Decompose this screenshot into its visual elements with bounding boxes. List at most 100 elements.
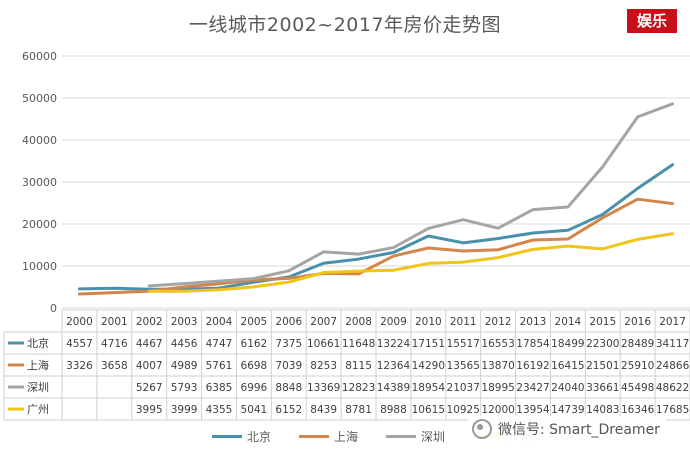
data-label: 15517 <box>447 338 480 350</box>
x-tick-label: 2016 <box>624 316 651 328</box>
data-label: 10925 <box>447 404 480 416</box>
x-tick-label: 2000 <box>66 316 93 328</box>
legend-item: 上海 <box>299 428 358 445</box>
data-label: 17854 <box>516 338 550 350</box>
entertainment-badge: 娱乐 <box>627 9 677 33</box>
x-tick-label: 2017 <box>659 316 686 328</box>
data-label: 33661 <box>586 382 619 394</box>
x-tick-label: 2006 <box>275 316 302 328</box>
y-tick-label: 20000 <box>22 218 57 231</box>
data-label: 7039 <box>275 360 302 372</box>
data-label: 4557 <box>66 338 93 350</box>
data-table: 2000 2001 2002 2003 2004 2005 2006 2007 2008 2009… <box>3 309 690 421</box>
data-label: 3326 <box>66 360 93 372</box>
data-label: 16192 <box>516 360 549 372</box>
y-tick-label: 30000 <box>22 176 57 189</box>
x-tick-label: 2004 <box>206 316 233 328</box>
data-label: 3999 <box>171 404 198 416</box>
data-label: 6996 <box>241 382 268 394</box>
table-series-name: 深圳 <box>27 381 49 394</box>
legend-label: 北京 <box>247 429 272 444</box>
x-tick-label: 2014 <box>555 316 582 328</box>
data-label: 24040 <box>551 382 584 394</box>
data-label: 16553 <box>481 338 514 350</box>
data-label: 4467 <box>136 338 163 350</box>
legend-label: 深圳 <box>421 429 446 444</box>
data-label: 7375 <box>275 338 302 350</box>
data-label: 3995 <box>136 404 163 416</box>
x-tick-label: 2008 <box>345 316 372 328</box>
data-label: 14290 <box>412 360 445 372</box>
data-label: 5793 <box>171 382 198 394</box>
data-label: 22300 <box>586 338 619 350</box>
x-tick-label: 2012 <box>485 316 512 328</box>
x-tick-label: 2013 <box>520 316 547 328</box>
y-tick-label: 50000 <box>22 92 57 105</box>
data-label: 8253 <box>310 360 337 372</box>
data-label: 5267 <box>136 382 163 394</box>
data-label: 4355 <box>206 404 233 416</box>
data-label: 45498 <box>621 382 654 394</box>
data-label: 12000 <box>481 404 514 416</box>
data-label: 24866 <box>656 360 690 372</box>
data-label: 8848 <box>275 382 302 394</box>
data-label: 13369 <box>307 382 340 394</box>
series-line-0 <box>77 163 675 291</box>
x-tick-label: 2001 <box>101 316 128 328</box>
series-line-2 <box>147 102 675 288</box>
data-label: 5041 <box>241 404 268 416</box>
y-tick-label: 60000 <box>22 50 57 63</box>
data-label: 6162 <box>241 338 268 350</box>
chart-title: 一线城市2002~2017年房价走势图 <box>188 14 502 36</box>
data-label: 18499 <box>551 338 584 350</box>
data-label: 18954 <box>412 382 446 394</box>
data-label: 13954 <box>516 404 550 416</box>
y-tick-label: 10000 <box>22 260 57 273</box>
y-axis: 0 10000 20000 30000 40000 50000 60000 <box>22 50 57 315</box>
data-label: 48622 <box>656 382 689 394</box>
wechat-watermark: 微信号: Smart_Dreamer <box>468 416 666 442</box>
data-label: 14739 <box>551 404 584 416</box>
data-label: 28489 <box>621 338 654 350</box>
table-series-name: 上海 <box>27 358 49 372</box>
series-line-1 <box>77 197 675 296</box>
data-label: 11648 <box>342 338 375 350</box>
data-label: 17151 <box>412 338 445 350</box>
data-label: 12823 <box>342 382 375 394</box>
x-tick-label: 2003 <box>171 316 198 328</box>
data-label: 12364 <box>377 360 411 372</box>
legend-item: 北京 <box>212 428 271 445</box>
data-label: 34117 <box>656 338 689 350</box>
data-label: 16415 <box>551 360 584 372</box>
data-label: 4456 <box>171 338 198 350</box>
x-tick-label: 2009 <box>380 316 407 328</box>
table-series-name: 广州 <box>27 403 49 416</box>
x-tick-label: 2010 <box>415 316 442 328</box>
data-label: 18995 <box>481 382 514 394</box>
x-tick-label: 2002 <box>136 316 163 328</box>
data-label: 23427 <box>516 382 549 394</box>
data-label: 10661 <box>307 338 340 350</box>
x-tick-label: 2011 <box>450 316 477 328</box>
data-label: 8988 <box>380 404 407 416</box>
wechat-icon <box>472 419 492 439</box>
watermark-text: 微信号: Smart_Dreamer <box>498 422 660 438</box>
data-label: 8781 <box>345 404 372 416</box>
legend-line-key <box>299 434 330 438</box>
data-label: 10615 <box>412 404 445 416</box>
data-label: 8439 <box>310 404 337 416</box>
legend-label: 上海 <box>334 429 359 444</box>
data-label: 4989 <box>171 360 198 372</box>
data-label: 17685 <box>656 404 689 416</box>
y-tick-label: 0 <box>50 302 57 315</box>
data-label: 6385 <box>206 382 233 394</box>
data-label: 13870 <box>481 360 514 372</box>
data-label: 14083 <box>586 404 619 416</box>
data-label: 6152 <box>275 404 302 416</box>
data-label: 13224 <box>377 338 411 350</box>
data-label: 21501 <box>586 360 619 372</box>
data-label: 14389 <box>377 382 410 394</box>
legend-line-key <box>386 434 417 438</box>
